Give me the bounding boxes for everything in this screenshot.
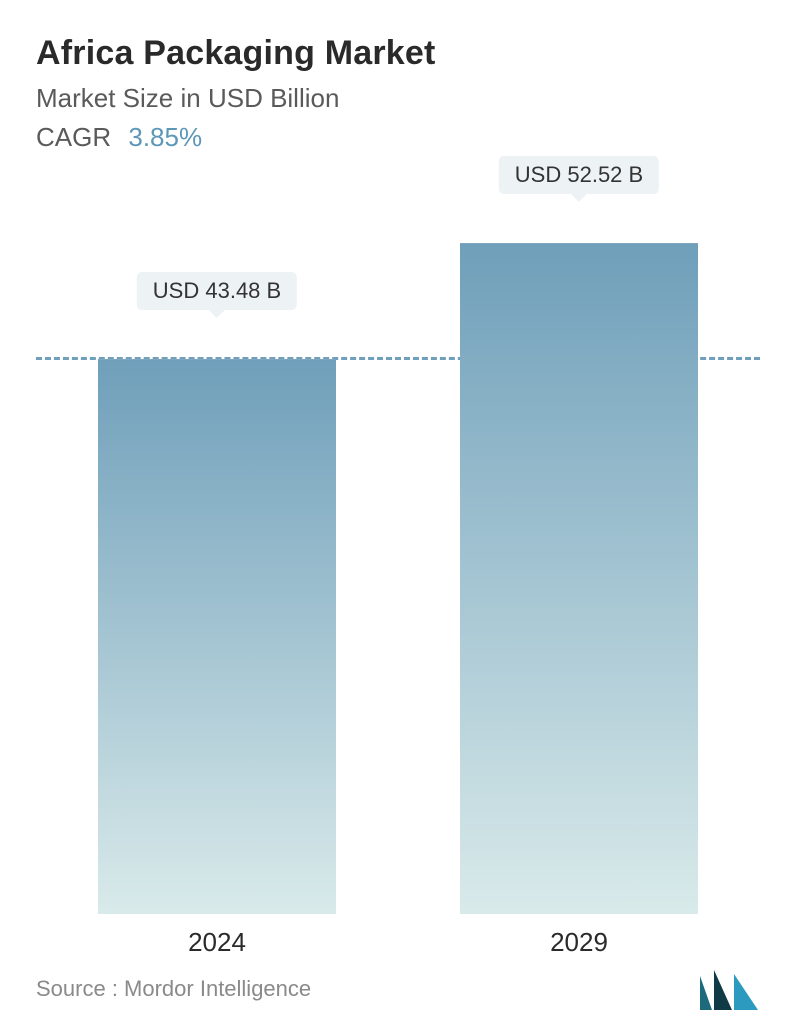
value-badge: USD 52.52 B [499, 156, 659, 194]
cagr-row: CAGR 3.85% [36, 122, 760, 153]
cagr-label: CAGR [36, 122, 111, 152]
bar [98, 359, 337, 914]
x-axis-label: 2029 [550, 927, 608, 958]
footer: Source : Mordor Intelligence [36, 968, 760, 1010]
bar [460, 243, 699, 914]
page-subtitle: Market Size in USD Billion [36, 83, 760, 114]
market-chart-card: Africa Packaging Market Market Size in U… [0, 0, 796, 1034]
bar-set: USD 43.48 B2024USD 52.52 B2029 [36, 200, 760, 914]
chart-area: USD 43.48 B2024USD 52.52 B2029 [36, 200, 760, 914]
mordor-logo-icon [698, 968, 760, 1010]
cagr-value: 3.85% [128, 122, 202, 152]
x-axis-label: 2024 [188, 927, 246, 958]
source-text: Source : Mordor Intelligence [36, 976, 311, 1002]
value-badge: USD 43.48 B [137, 272, 297, 310]
page-title: Africa Packaging Market [36, 34, 760, 73]
